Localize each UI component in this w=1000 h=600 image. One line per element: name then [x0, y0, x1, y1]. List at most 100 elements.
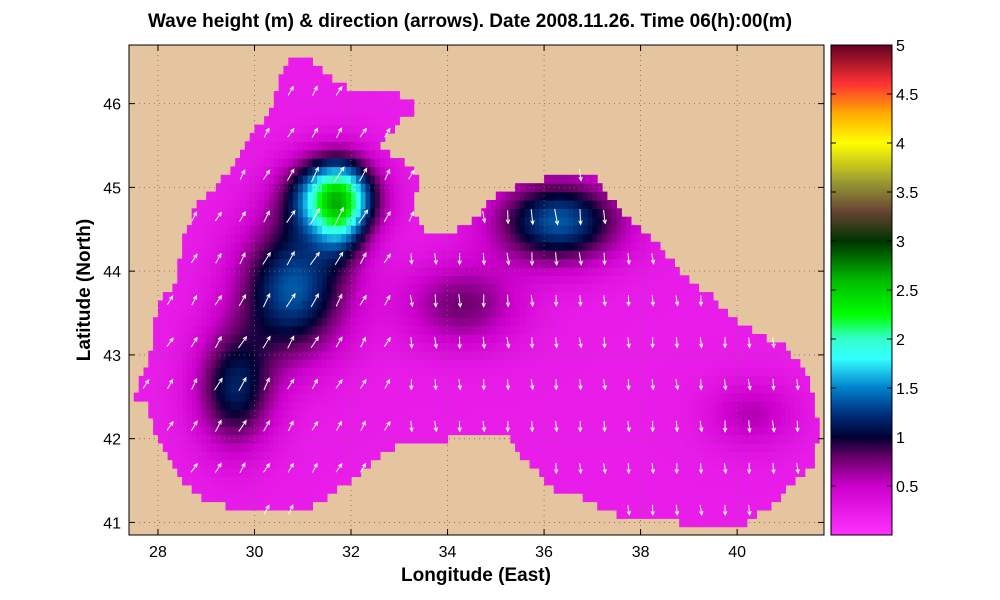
- field-cell: [389, 99, 395, 109]
- field-cell: [510, 409, 516, 419]
- field-cell: [380, 149, 386, 159]
- field-cell: [201, 442, 207, 452]
- field-cell: [307, 107, 313, 117]
- field-cell: [215, 442, 222, 452]
- field-cell: [254, 392, 260, 402]
- field-cell: [326, 208, 333, 218]
- field-cell: [317, 283, 323, 293]
- field-cell: [293, 107, 299, 117]
- field-cell: [211, 384, 217, 394]
- field-cell: [577, 208, 584, 218]
- field-cell: [278, 334, 284, 343]
- field-cell: [220, 375, 227, 385]
- field-cell: [346, 200, 352, 209]
- direction-arrow: [409, 336, 414, 349]
- field-cell: [225, 342, 231, 352]
- field-cell: [215, 451, 222, 461]
- field-cell: [143, 367, 149, 377]
- field-cell: [322, 208, 328, 218]
- field-cell: [428, 325, 434, 335]
- field-cell: [211, 208, 217, 218]
- field-cell: [582, 434, 589, 444]
- field-cell: [148, 392, 154, 402]
- field-cell: [519, 250, 526, 260]
- field-cell: [703, 375, 709, 385]
- field-cell: [297, 367, 304, 377]
- field-cell: [761, 359, 767, 369]
- field-cell: [708, 501, 714, 511]
- field-cell: [568, 258, 574, 268]
- field-cell: [423, 334, 429, 343]
- field-cell: [273, 342, 280, 352]
- field-cell: [775, 375, 782, 385]
- field-cell: [587, 375, 593, 385]
- field-cell: [162, 325, 169, 335]
- field-cell: [563, 292, 569, 302]
- field-cell: [384, 434, 391, 444]
- field-cell: [182, 426, 188, 436]
- direction-arrow: [360, 420, 366, 431]
- field-cell: [201, 250, 207, 260]
- field-cell: [742, 375, 748, 385]
- field-cell: [259, 208, 265, 218]
- field-cell: [621, 509, 627, 519]
- field-cell: [471, 392, 478, 402]
- field-cell: [611, 250, 617, 260]
- field-cell: [182, 300, 188, 310]
- field-cell: [722, 518, 728, 528]
- field-cell: [302, 233, 309, 243]
- direction-arrow: [553, 379, 559, 391]
- field-cell: [196, 283, 202, 293]
- field-cell: [742, 451, 748, 461]
- field-cell: [486, 384, 492, 394]
- field-cell: [669, 375, 675, 385]
- field-cell: [476, 250, 482, 260]
- field-cell: [486, 359, 492, 369]
- field-cell: [688, 459, 695, 469]
- field-cell: [172, 325, 178, 335]
- field-cell: [273, 300, 280, 310]
- field-cell: [346, 292, 352, 302]
- field-cell: [384, 359, 391, 369]
- field-cell: [331, 384, 338, 394]
- field-cell: [269, 250, 275, 260]
- field-cell: [220, 342, 227, 352]
- field-cell: [288, 317, 294, 327]
- field-cell: [534, 225, 540, 235]
- field-cell: [717, 342, 724, 352]
- field-cell: [355, 250, 362, 260]
- field-cell: [751, 501, 757, 511]
- field-cell: [626, 484, 632, 494]
- field-cell: [293, 501, 299, 511]
- field-cell: [674, 493, 680, 503]
- field-cell: [577, 434, 584, 444]
- field-cell: [177, 317, 183, 327]
- field-cell: [331, 484, 338, 494]
- field-cell: [336, 200, 342, 209]
- field-cell: [230, 191, 236, 201]
- field-cell: [230, 258, 236, 268]
- field-cell: [630, 359, 637, 369]
- field-cell: [293, 183, 299, 193]
- field-cell: [360, 225, 367, 235]
- field-cell: [621, 484, 627, 494]
- direction-arrow: [384, 127, 391, 138]
- field-cell: [428, 267, 434, 276]
- field-cell: [534, 384, 540, 394]
- field-cell: [587, 392, 593, 402]
- field-cell: [360, 241, 367, 251]
- field-cell: [616, 468, 622, 477]
- field-cell: [211, 459, 217, 469]
- field-cell: [360, 325, 367, 335]
- field-cell: [259, 325, 265, 335]
- field-cell: [640, 367, 646, 377]
- field-cell: [389, 442, 395, 452]
- field-cell: [510, 375, 516, 385]
- field-cell: [293, 476, 299, 486]
- field-cell: [177, 442, 183, 452]
- field-cell: [761, 484, 767, 494]
- field-cell: [177, 359, 183, 369]
- field-cell: [331, 442, 338, 452]
- field-cell: [418, 359, 424, 369]
- field-cell: [727, 334, 733, 343]
